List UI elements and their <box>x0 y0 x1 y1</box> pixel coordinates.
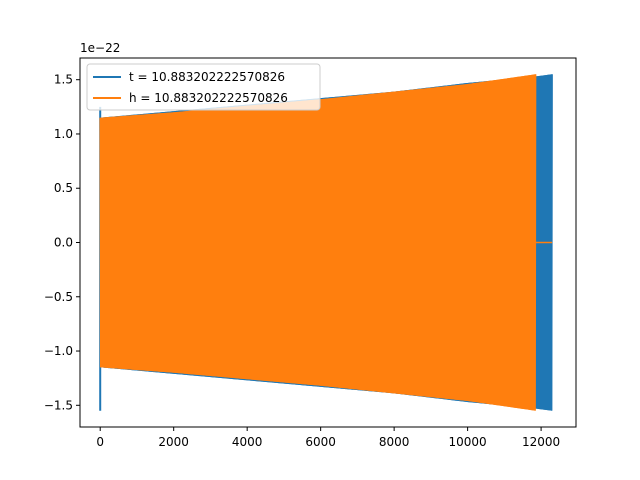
legend-label-1: h = 10.883202222570826 <box>129 91 288 105</box>
y-tick-label: −0.5 <box>44 290 73 304</box>
y-tick-label: −1.5 <box>44 398 73 412</box>
legend: t = 10.883202222570826 h = 10.88320222257… <box>86 63 321 111</box>
y-tick-label: 1.0 <box>54 127 73 141</box>
x-tick-label: 12000 <box>522 435 560 449</box>
series-1 <box>99 74 553 411</box>
y-axis-scale-note: 1e−22 <box>80 41 120 55</box>
x-tick-label: 10000 <box>449 435 487 449</box>
x-tick-label: 2000 <box>158 435 189 449</box>
x-tick-label: 0 <box>96 435 104 449</box>
x-tick-label: 6000 <box>305 435 336 449</box>
x-tick-label: 8000 <box>379 435 410 449</box>
legend-label-0: t = 10.883202222570826 <box>129 70 285 84</box>
y-tick-label: −1.0 <box>44 344 73 358</box>
series-1-band <box>100 74 536 411</box>
y-axis: −1.5 −1.0 −0.5 0.0 0.5 1.0 1.5 <box>44 73 80 412</box>
y-tick-label: 0.5 <box>54 181 73 195</box>
x-tick-label: 4000 <box>232 435 263 449</box>
y-tick-label: 0.0 <box>54 236 73 250</box>
series-layer <box>99 74 553 411</box>
y-tick-label: 1.5 <box>54 73 73 87</box>
x-axis: 0 2000 4000 6000 8000 10000 12000 <box>96 427 560 449</box>
legend-box <box>86 63 321 111</box>
